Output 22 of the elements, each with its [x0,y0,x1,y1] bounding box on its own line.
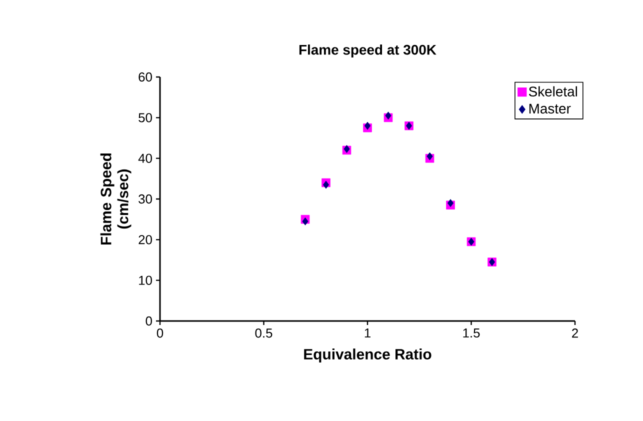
legend-label: Master [529,104,571,114]
y-axis-title: Flame Speed (cm/sec) [100,153,132,245]
point [385,112,392,120]
point [322,180,330,189]
y-tick-label: 50 [138,113,152,122]
x-tick-label: 1 [364,328,370,338]
y-tick-label: 10 [139,276,152,285]
point [426,152,433,160]
y-tick-label: 20 [138,235,152,244]
legend-label: Skeletal [528,86,577,97]
x-tick-label: 0 [156,328,164,338]
y-tick-label: 0 [146,316,152,326]
point [302,217,308,226]
y-tick-label: 40 [138,154,152,163]
x-axis-title: Equivalence Ratio [304,348,432,362]
x-tick-label: 0.5 [255,328,272,338]
x-tick-label: 1.5 [463,328,480,338]
x-tick-label: 2 [572,328,578,338]
y-tick-label: 30 [138,194,152,204]
chart-title: Flame speed at 300K [299,44,436,58]
y-tick-label: 60 [138,72,152,82]
point [364,122,371,130]
